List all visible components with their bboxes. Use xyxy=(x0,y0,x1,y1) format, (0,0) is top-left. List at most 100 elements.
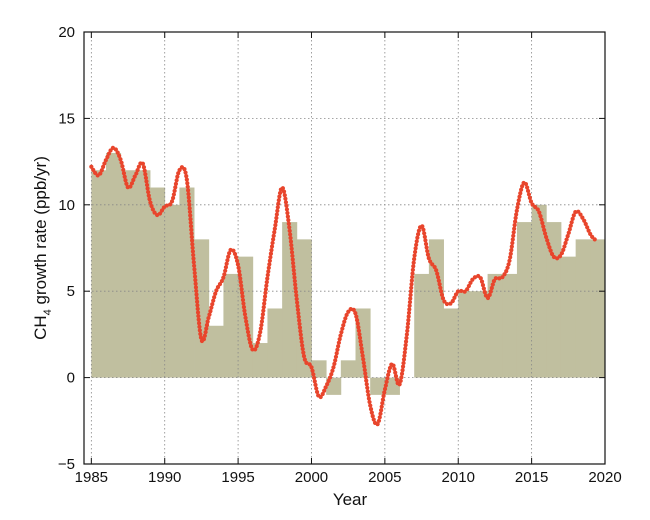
line-marker xyxy=(551,254,557,260)
line-marker xyxy=(268,255,273,260)
line-marker xyxy=(404,332,409,337)
line-marker xyxy=(381,393,386,399)
line-marker xyxy=(549,251,555,257)
line-marker xyxy=(452,295,457,300)
line-marker xyxy=(223,268,228,273)
bar-2007 xyxy=(414,273,430,378)
line-marker xyxy=(339,330,344,335)
line-marker xyxy=(287,225,292,230)
line-marker xyxy=(195,306,200,311)
line-marker xyxy=(545,238,550,243)
line-marker xyxy=(193,285,199,290)
line-marker xyxy=(214,288,219,293)
line-marker xyxy=(311,375,317,380)
line-marker xyxy=(435,271,440,276)
line-marker xyxy=(363,371,368,376)
line-marker xyxy=(425,248,430,254)
line-marker xyxy=(286,221,291,226)
line-marker xyxy=(511,230,516,235)
line-marker xyxy=(292,271,297,276)
line-marker xyxy=(210,302,215,307)
line-marker xyxy=(122,174,127,179)
line-marker xyxy=(272,226,277,231)
line-marker xyxy=(287,228,292,233)
line-marker xyxy=(455,289,461,294)
line-marker xyxy=(510,237,515,242)
bar-1996 xyxy=(252,343,268,378)
line-marker xyxy=(421,227,426,232)
line-layer xyxy=(89,145,597,427)
line-marker xyxy=(293,286,298,291)
line-marker xyxy=(272,230,277,235)
line-marker xyxy=(194,296,199,301)
line-marker xyxy=(259,319,265,324)
line-marker xyxy=(513,219,518,224)
line-marker xyxy=(506,262,511,267)
line-marker xyxy=(371,417,376,422)
line-marker xyxy=(190,242,195,247)
line-marker xyxy=(209,305,214,310)
line-marker xyxy=(146,189,151,195)
line-marker xyxy=(510,240,515,246)
line-marker xyxy=(294,293,299,298)
line-marker xyxy=(134,171,139,176)
line-marker xyxy=(568,223,573,228)
line-marker xyxy=(293,282,298,287)
line-marker xyxy=(382,386,388,392)
x-tick-label-2020: 2020 xyxy=(588,469,621,486)
line-marker xyxy=(195,303,200,308)
line-marker xyxy=(128,184,133,189)
line-marker xyxy=(300,346,305,352)
line-marker xyxy=(302,357,307,362)
line-marker xyxy=(422,234,427,239)
line-marker xyxy=(224,261,229,266)
line-marker xyxy=(244,322,249,328)
line-marker xyxy=(106,151,112,156)
line-marker xyxy=(290,257,295,262)
line-marker xyxy=(361,357,366,362)
line-marker xyxy=(196,317,201,322)
line-marker xyxy=(453,292,459,297)
line-marker xyxy=(269,244,275,249)
line-marker xyxy=(406,314,411,319)
line-marker xyxy=(184,177,189,182)
line-marker xyxy=(176,171,181,176)
line-marker xyxy=(234,258,240,263)
line-marker xyxy=(295,307,301,312)
line-marker xyxy=(428,259,433,264)
line-marker xyxy=(202,333,207,338)
line-marker xyxy=(206,315,211,321)
line-marker xyxy=(393,374,399,379)
line-marker xyxy=(239,287,244,292)
line-marker xyxy=(523,181,529,187)
bar-1988 xyxy=(135,170,151,378)
line-marker xyxy=(238,276,243,281)
line-marker xyxy=(240,297,246,303)
x-tick-label-2000: 2000 xyxy=(295,469,328,486)
y-axis-label-rest: growth rate (ppb/yr) xyxy=(31,156,50,309)
line-marker xyxy=(539,217,544,222)
line-marker xyxy=(295,300,300,305)
bar-2018 xyxy=(575,239,591,378)
line-marker xyxy=(508,251,513,256)
line-marker xyxy=(254,344,259,349)
x-tick-label-1995: 1995 xyxy=(221,469,254,486)
line-marker xyxy=(148,200,153,205)
line-marker xyxy=(583,221,588,227)
line-marker xyxy=(538,213,543,219)
line-marker xyxy=(332,361,337,366)
line-marker xyxy=(369,410,374,415)
line-marker xyxy=(196,321,202,326)
line-marker xyxy=(301,354,307,359)
line-marker xyxy=(351,307,356,312)
line-marker xyxy=(244,319,249,324)
line-marker xyxy=(363,375,368,380)
x-tick-label-2005: 2005 xyxy=(368,469,401,486)
line-marker xyxy=(402,353,407,359)
line-marker xyxy=(207,312,212,317)
line-marker xyxy=(582,218,587,223)
line-marker xyxy=(384,379,389,385)
line-marker xyxy=(331,365,336,370)
line-marker xyxy=(358,339,363,344)
line-marker xyxy=(430,262,435,267)
